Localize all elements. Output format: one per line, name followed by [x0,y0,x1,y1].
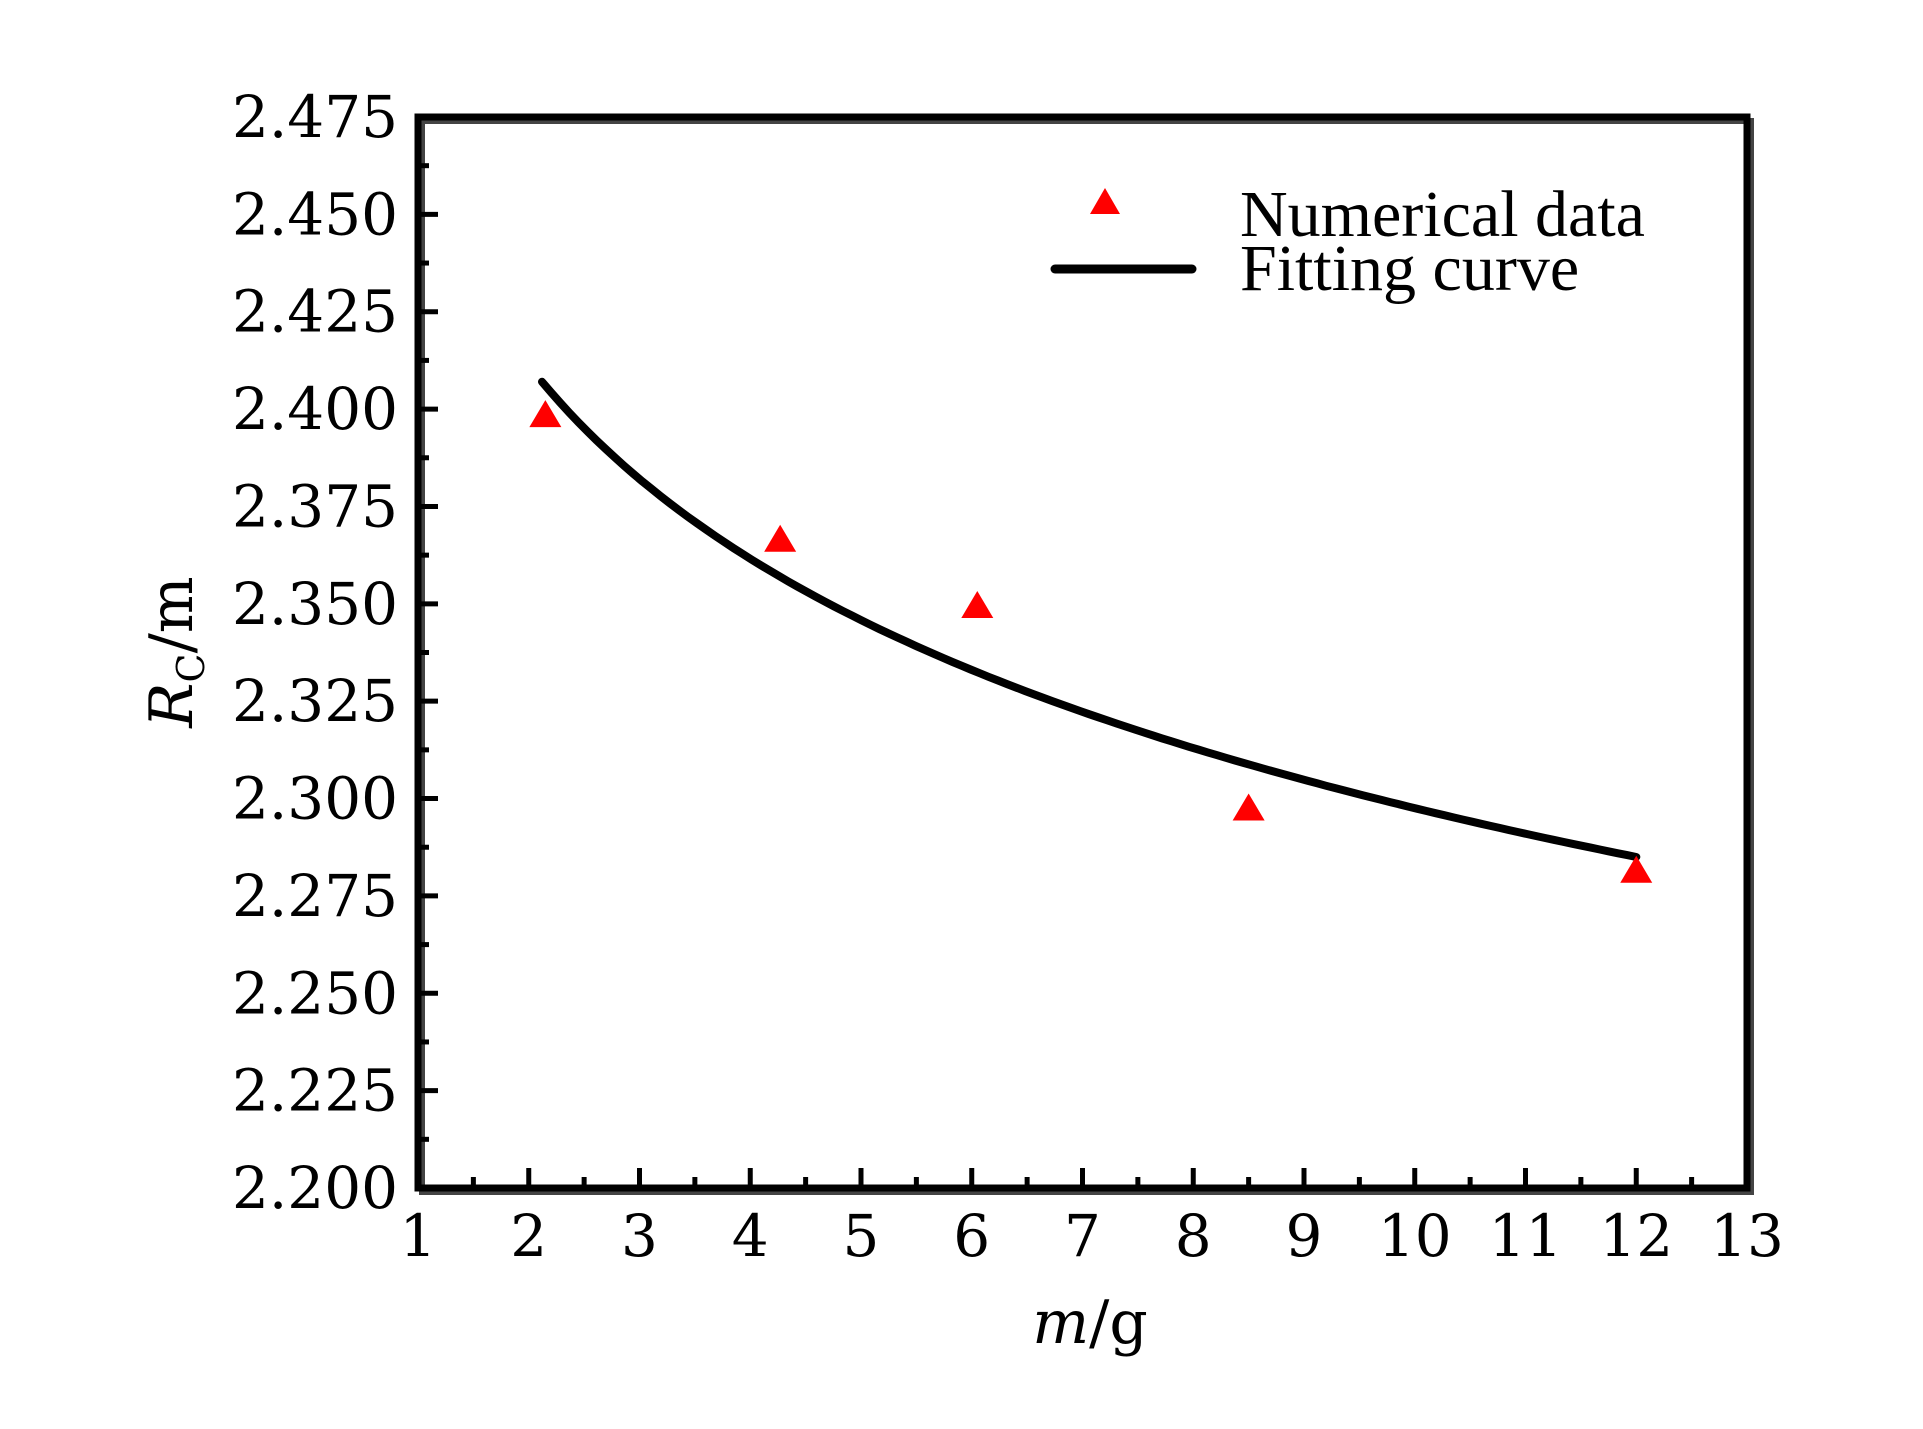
y-tick-label: 2.275 [232,862,398,930]
x-tick-label: 1 [400,1202,437,1270]
x-axis-label-unit: /g [1089,1288,1148,1358]
y-tick-label: 2.225 [232,1057,398,1125]
x-tick-label: 8 [1175,1202,1212,1270]
legend-label-fitting-curve: Fitting curve [1240,232,1579,305]
x-tick-label: 13 [1710,1202,1784,1270]
y-axis-ticks: 2.200 2.225 2.250 2.275 2.300 2.325 2.350 2.375… [232,83,438,1222]
y-axis-label-unit: /m [137,576,207,653]
y-tick-label: 2.400 [232,375,398,443]
legend: Numerical data Fitting curve [1050,178,1645,305]
x-tick-label: 7 [1064,1202,1101,1270]
x-tick-label: 9 [1286,1202,1323,1270]
x-tick-label: 5 [843,1202,880,1270]
y-tick-label: 2.425 [232,278,398,346]
y-axis-label: RC/m [137,576,213,728]
y-tick-label: 2.350 [232,570,398,638]
y-axis-label-sub: C [169,653,213,682]
x-tick-label: 4 [732,1202,769,1270]
y-axis-label-var: R [137,683,207,729]
x-axis-label: m/g [1032,1288,1148,1358]
fitting-curve-series [538,377,1641,861]
y-tick-label: 2.375 [232,472,398,540]
legend-triangle-marker [1090,188,1120,214]
frame-shadow [419,118,1754,1195]
legend-label-numerical-data: Numerical data [1240,178,1645,251]
x-axis-label-var: m [1032,1288,1089,1358]
y-tick-label: 2.325 [232,667,398,735]
data-point-triangle [764,524,797,552]
data-point-triangle [1232,793,1265,821]
y-tick-label: 2.300 [232,765,398,833]
data-point-triangle [529,400,562,428]
x-tick-label: 11 [1489,1202,1563,1270]
y-tick-label: 2.475 [232,83,398,151]
numerical-data-series [529,400,1653,883]
x-axis-ticks: 1 2 3 4 5 6 7 8 9 10 11 12 13 [400,1168,1784,1270]
fitting-curve-line [538,377,1641,861]
x-tick-label: 3 [621,1202,658,1270]
x-tick-label: 10 [1378,1202,1452,1270]
x-tick-label: 6 [953,1202,990,1270]
y-tick-label: 2.200 [232,1154,398,1222]
x-tick-label: 12 [1599,1202,1673,1270]
y-tick-label: 2.450 [232,180,398,248]
data-point-triangle [1620,855,1653,883]
data-point-triangle [961,590,994,618]
y-tick-label: 2.250 [232,959,398,1027]
x-tick-label: 2 [510,1202,547,1270]
